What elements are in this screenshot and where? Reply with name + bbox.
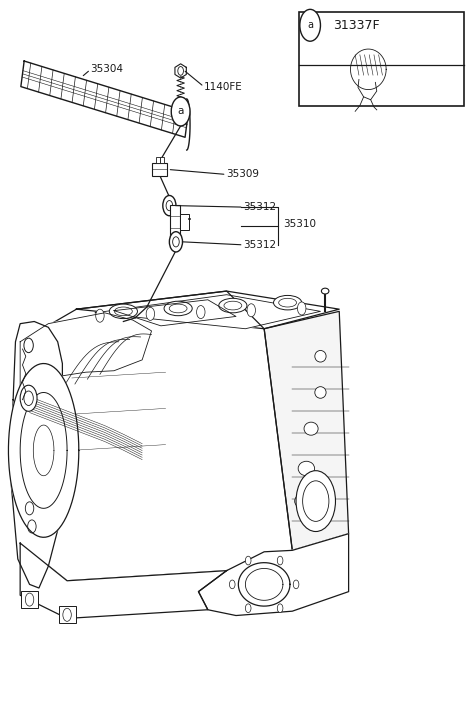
Circle shape xyxy=(229,580,235,589)
Circle shape xyxy=(178,67,184,76)
Circle shape xyxy=(25,593,34,606)
Circle shape xyxy=(196,305,205,318)
Text: 31337F: 31337F xyxy=(333,19,379,32)
Ellipse shape xyxy=(298,461,315,475)
Text: 35310: 35310 xyxy=(283,219,316,229)
Circle shape xyxy=(146,308,155,321)
Polygon shape xyxy=(238,563,290,606)
Ellipse shape xyxy=(304,422,318,435)
Circle shape xyxy=(171,97,190,126)
Text: 35312: 35312 xyxy=(243,202,276,212)
Circle shape xyxy=(300,9,320,41)
Text: 1140FE: 1140FE xyxy=(204,82,243,92)
Circle shape xyxy=(24,391,34,406)
Circle shape xyxy=(296,470,336,531)
Ellipse shape xyxy=(164,301,192,316)
Circle shape xyxy=(277,556,283,565)
Circle shape xyxy=(169,232,183,252)
Ellipse shape xyxy=(110,304,137,318)
Circle shape xyxy=(25,502,34,515)
Circle shape xyxy=(303,481,329,521)
Text: 35312: 35312 xyxy=(243,240,276,250)
Bar xyxy=(152,163,168,176)
Polygon shape xyxy=(76,291,339,329)
Bar xyxy=(156,157,160,163)
Circle shape xyxy=(293,580,299,589)
Ellipse shape xyxy=(321,288,329,294)
Polygon shape xyxy=(198,534,349,616)
Text: 35304: 35304 xyxy=(91,65,124,74)
Ellipse shape xyxy=(278,298,296,307)
Circle shape xyxy=(63,608,71,622)
Bar xyxy=(299,12,464,106)
Polygon shape xyxy=(8,364,79,537)
Circle shape xyxy=(163,196,176,216)
Polygon shape xyxy=(175,64,186,78)
Polygon shape xyxy=(20,313,152,400)
Bar xyxy=(59,606,76,624)
Ellipse shape xyxy=(115,307,132,316)
Circle shape xyxy=(245,556,251,565)
Bar xyxy=(170,205,180,240)
Bar xyxy=(160,157,164,163)
Polygon shape xyxy=(20,543,227,619)
Circle shape xyxy=(277,604,283,613)
Polygon shape xyxy=(20,291,292,581)
Circle shape xyxy=(96,309,104,322)
Text: 35309: 35309 xyxy=(227,169,260,180)
Ellipse shape xyxy=(274,295,302,310)
Circle shape xyxy=(173,237,179,247)
Circle shape xyxy=(245,604,251,613)
Ellipse shape xyxy=(219,298,247,313)
Text: a: a xyxy=(307,20,313,31)
Ellipse shape xyxy=(295,494,309,507)
Circle shape xyxy=(166,201,173,211)
Ellipse shape xyxy=(315,350,326,362)
Bar xyxy=(21,591,38,608)
Ellipse shape xyxy=(315,387,326,398)
Polygon shape xyxy=(11,321,62,588)
Ellipse shape xyxy=(224,301,242,310)
Polygon shape xyxy=(95,294,320,329)
Circle shape xyxy=(20,385,37,411)
Polygon shape xyxy=(21,61,188,137)
Text: a: a xyxy=(177,106,184,116)
Circle shape xyxy=(24,338,34,353)
Circle shape xyxy=(297,302,306,315)
Ellipse shape xyxy=(169,304,187,313)
Circle shape xyxy=(247,304,255,317)
Polygon shape xyxy=(264,311,349,550)
Bar xyxy=(180,214,189,230)
Circle shape xyxy=(28,520,36,533)
